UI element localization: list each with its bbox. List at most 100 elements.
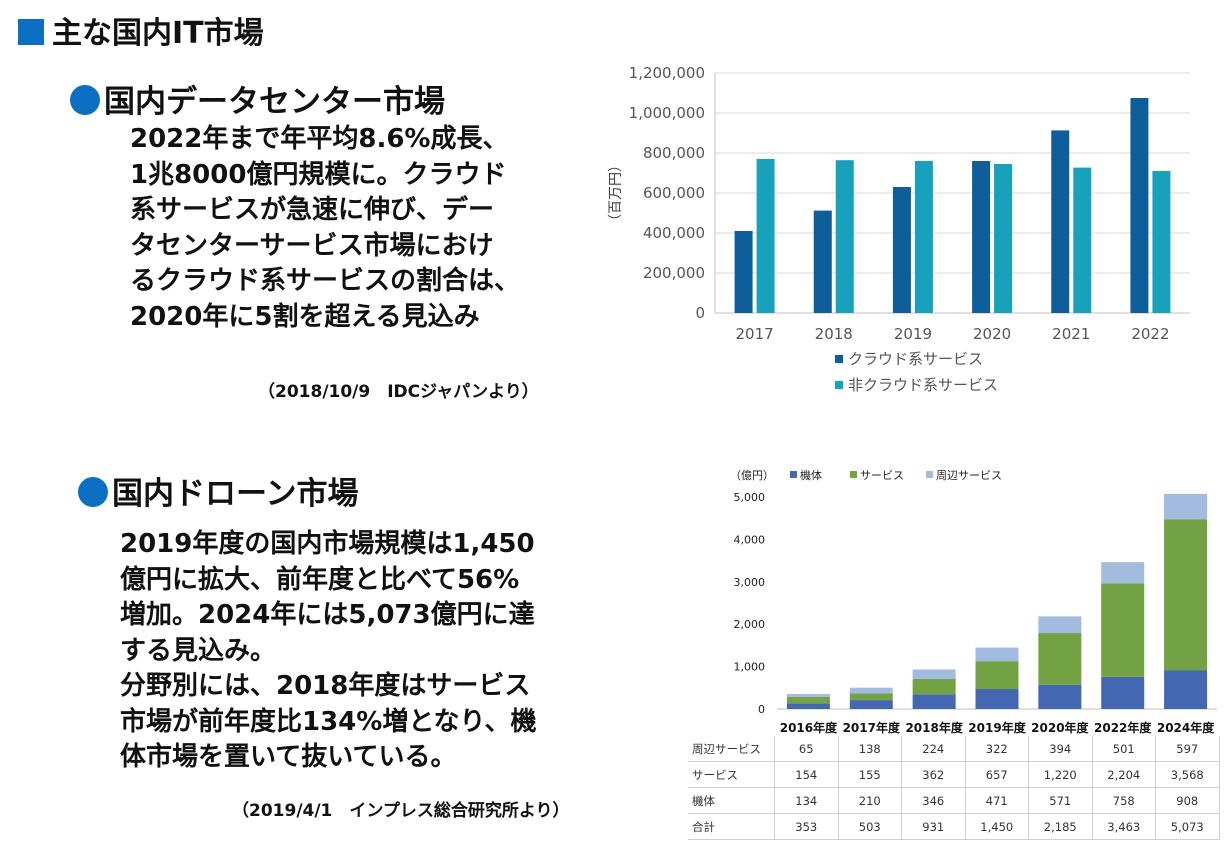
bar-segment	[975, 689, 1019, 709]
drone-description: 2019年度の国内市場規模は1,450 億円に拡大、前年度と比べて56% 増加。…	[120, 527, 537, 776]
x-tick-label: 2024年度	[1157, 720, 1215, 735]
legend-swatch	[835, 381, 843, 389]
dc-section-title-text: 国内データセンター市場	[104, 84, 445, 120]
drone-section-title: 国内ドローン市場	[78, 468, 358, 513]
table-cell: 134	[774, 787, 839, 814]
table-cell: 503	[838, 813, 902, 840]
bar	[835, 160, 854, 313]
dc-bar-chart: 0 200,000 400,000 600,000 800,000 1,000,000 1,…	[608, 64, 1190, 394]
square-bullet-icon	[18, 19, 44, 45]
table-cell: 501	[1092, 736, 1156, 762]
y-tick-label: 400,000	[643, 224, 705, 242]
bar	[1130, 98, 1149, 313]
bar	[1152, 171, 1171, 313]
y-tick-label: 0	[695, 304, 705, 322]
table-cell: 597	[1155, 736, 1220, 762]
bar-segment	[786, 703, 830, 709]
y-axis-label: （百万円）	[608, 158, 624, 228]
x-tick-label: 2019	[894, 325, 932, 343]
y-tick-label: 0	[758, 703, 765, 716]
table-row-label: 周辺サービス	[688, 736, 775, 762]
table-cell: 138	[838, 736, 902, 762]
x-tick-label: 2020年度	[1031, 720, 1089, 735]
table-row: 機体 134 210 346 471 571 758 908	[688, 787, 1220, 814]
table-row: サービス 154 155 362 657 1,220 2,204 3,568	[688, 761, 1220, 788]
bar-segment	[912, 678, 956, 695]
legend-label: 周辺サービス	[936, 469, 1002, 482]
bar-segment	[1101, 583, 1145, 677]
table-cell: 224	[901, 736, 966, 762]
y-tick-label: 1,200,000	[629, 64, 705, 82]
legend-swatch	[850, 471, 857, 478]
table-cell: 908	[1155, 787, 1220, 814]
table-cell: 5,073	[1155, 813, 1220, 840]
legend-label: サービス	[860, 469, 904, 482]
x-tick-label: 2020	[973, 325, 1011, 343]
table-cell: 1,450	[965, 813, 1029, 840]
dc-text-line: 系サービスが急速に伸び、デー	[130, 195, 495, 225]
y-tick-label: 3,000	[734, 576, 766, 589]
bar-segment	[1164, 519, 1208, 671]
bar	[813, 210, 832, 313]
bar-segment	[849, 687, 893, 694]
table-row-label: サービス	[688, 761, 775, 788]
y-axis-label: （億円）	[730, 469, 774, 482]
legend-label: クラウド系サービス	[848, 350, 983, 368]
dc-section-title: 国内データセンター市場	[70, 76, 445, 121]
bar-segment	[975, 647, 1019, 662]
bar	[994, 164, 1013, 313]
drone-text-line: 増加。2024年には5,073億円に達	[120, 600, 535, 630]
y-tick-label: 1,000	[734, 661, 766, 674]
table-cell: 2,204	[1092, 761, 1156, 788]
drone-text-line: 市場が前年度比134%増となり、機	[120, 706, 537, 737]
x-tick-label: 2019年度	[968, 720, 1026, 735]
drone-text-line: 体市場を置いて抜いている。	[120, 742, 457, 772]
circle-bullet-icon	[70, 85, 100, 115]
bar	[892, 187, 911, 313]
y-tick-label: 200,000	[643, 264, 705, 282]
bar-segment	[1101, 676, 1145, 709]
bar	[756, 159, 775, 313]
table-cell: 2,185	[1028, 813, 1093, 840]
drone-section-title-text: 国内ドローン市場	[112, 476, 359, 512]
drone-data-table: 周辺サービス 65 138 224 322 394 501 597 サービス 154 155 362 6…	[688, 736, 1220, 840]
y-tick-label: 600,000	[643, 184, 705, 202]
y-tick-label: 5,000	[734, 491, 766, 504]
drone-stacked-bar-chart: 0 1,000 2,000 3,000 4,000 5,000 （億円） 機体 サービス 周辺サー…	[730, 468, 1217, 735]
bar-segment	[912, 669, 956, 679]
table-cell: 1,220	[1028, 761, 1093, 788]
table-cell: 3,463	[1092, 813, 1156, 840]
bar-segment	[1164, 493, 1208, 520]
bar-segment	[786, 696, 830, 704]
legend-swatch	[790, 471, 797, 478]
legend-label: 機体	[800, 468, 822, 482]
x-tick-label: 2018	[815, 325, 853, 343]
table-row: 合計 353 503 931 1,450 2,185 3,463 5,073	[688, 813, 1220, 840]
bar-segment	[1038, 684, 1082, 709]
drone-text-line: 2019年度の国内市場規模は1,450	[120, 529, 535, 559]
x-tick-label: 2017年度	[843, 720, 901, 735]
dc-text-line: 1兆8000億円規模に。クラウド	[130, 159, 507, 190]
bar	[972, 161, 991, 313]
table-cell: 353	[774, 813, 839, 840]
dc-text-line: るクラウド系サービスの割合は、	[130, 266, 521, 296]
drone-text-line: 分野別には、2018年度はサービス	[120, 671, 531, 701]
bar-segment	[1101, 562, 1145, 584]
bar-segment	[975, 661, 1019, 690]
table-cell: 657	[965, 761, 1029, 788]
x-tick-label: 2022	[1131, 325, 1169, 343]
slide-title-text: 主な国内IT市場	[52, 16, 264, 51]
table-row-label: 機体	[688, 787, 775, 814]
x-tick-label: 2016年度	[780, 720, 838, 735]
table-cell: 3,568	[1155, 761, 1220, 788]
y-tick-label: 4,000	[734, 533, 766, 546]
legend-swatch	[926, 471, 933, 478]
drone-text-line: する見込み。	[120, 635, 277, 666]
table-cell: 471	[965, 787, 1029, 814]
bar-segment	[912, 694, 956, 709]
bar-segment	[849, 700, 893, 709]
legend-swatch	[835, 355, 843, 363]
table-cell: 155	[838, 761, 902, 788]
table-cell: 394	[1028, 736, 1093, 762]
bar-segment	[1164, 670, 1208, 709]
